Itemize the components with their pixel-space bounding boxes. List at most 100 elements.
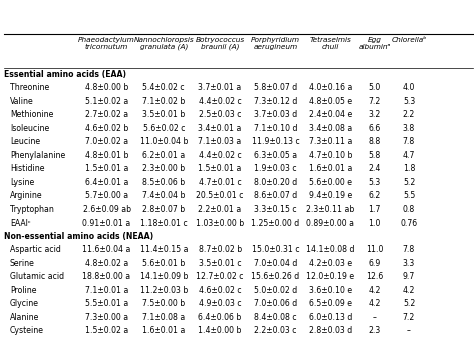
Text: 4.7±0.10 b: 4.7±0.10 b [309, 151, 352, 160]
Text: Cysteine: Cysteine [10, 326, 44, 335]
Text: 2.6±0.09 ab: 2.6±0.09 ab [82, 205, 130, 214]
Text: 7.0±0.04 d: 7.0±0.04 d [254, 259, 297, 267]
Text: 2.2±0.01 a: 2.2±0.01 a [199, 205, 242, 214]
Text: Alanine: Alanine [10, 313, 39, 322]
Text: 4.9±0.03 c: 4.9±0.03 c [199, 299, 241, 308]
Text: 5.4±0.02 c: 5.4±0.02 c [143, 83, 185, 92]
Text: Chlorellaᵇ: Chlorellaᵇ [392, 37, 427, 43]
Text: Glutamic acid: Glutamic acid [10, 272, 64, 281]
Text: 4.4±0.02 c: 4.4±0.02 c [199, 97, 241, 105]
Text: 7.1±0.03 a: 7.1±0.03 a [199, 137, 242, 146]
Text: 6.9: 6.9 [369, 259, 381, 267]
Text: 2.2±0.03 c: 2.2±0.03 c [254, 326, 297, 335]
Text: 12.6: 12.6 [366, 272, 383, 281]
Text: 5.0: 5.0 [369, 83, 381, 92]
Text: 11.9±0.13 c: 11.9±0.13 c [252, 137, 300, 146]
Text: 7.1±0.02 b: 7.1±0.02 b [142, 97, 185, 105]
Text: 1.6±0.01 a: 1.6±0.01 a [309, 164, 352, 173]
Text: 4.2: 4.2 [369, 286, 381, 295]
Text: 15.0±0.31 c: 15.0±0.31 c [252, 245, 299, 254]
Text: 1.4±0.00 b: 1.4±0.00 b [199, 326, 242, 335]
Text: 1.5±0.01 a: 1.5±0.01 a [85, 164, 128, 173]
Text: 2.2: 2.2 [403, 110, 415, 119]
Text: 0.91±0.01 a: 0.91±0.01 a [82, 219, 131, 227]
Text: 11.0: 11.0 [366, 245, 383, 254]
Text: 7.8: 7.8 [403, 245, 415, 254]
Text: 4.0±0.16 a: 4.0±0.16 a [309, 83, 352, 92]
Text: 9.7: 9.7 [403, 272, 415, 281]
Text: 4.2: 4.2 [369, 299, 381, 308]
Text: 3.2: 3.2 [369, 110, 381, 119]
Text: 1.0: 1.0 [369, 219, 381, 227]
Text: 5.2: 5.2 [403, 299, 415, 308]
Text: 7.3±0.12 d: 7.3±0.12 d [254, 97, 297, 105]
Text: Tryptophan: Tryptophan [10, 205, 54, 214]
Text: Porphyridium
aerugineum: Porphyridium aerugineum [251, 37, 300, 49]
Text: 6.6: 6.6 [369, 124, 381, 133]
Text: 1.8: 1.8 [403, 164, 415, 173]
Text: Non-essential amino acids (NEAA): Non-essential amino acids (NEAA) [4, 232, 153, 241]
Text: 7.1±0.01 a: 7.1±0.01 a [85, 286, 128, 295]
Text: Proline: Proline [10, 286, 36, 295]
Text: 4.7: 4.7 [403, 151, 415, 160]
Text: 3.4±0.01 a: 3.4±0.01 a [199, 124, 242, 133]
Text: 7.0±0.06 d: 7.0±0.06 d [254, 299, 297, 308]
Text: Leucine: Leucine [10, 137, 40, 146]
Text: 20.5±0.01 c: 20.5±0.01 c [196, 192, 244, 200]
Text: 4.8±0.02 a: 4.8±0.02 a [85, 259, 128, 267]
Text: Histidine: Histidine [10, 164, 45, 173]
Text: 8.6±0.07 d: 8.6±0.07 d [254, 192, 297, 200]
Text: 3.3±0.15 c: 3.3±0.15 c [254, 205, 297, 214]
Text: 5.3: 5.3 [369, 178, 381, 187]
Text: 9.4±0.19 e: 9.4±0.19 e [309, 192, 352, 200]
Text: 4.7±0.01 c: 4.7±0.01 c [199, 178, 241, 187]
Text: 5.3: 5.3 [403, 97, 415, 105]
Text: 5.8±0.07 d: 5.8±0.07 d [254, 83, 297, 92]
Text: 1.25±0.00 d: 1.25±0.00 d [251, 219, 300, 227]
Text: 3.4±0.08 a: 3.4±0.08 a [309, 124, 352, 133]
Text: 4.8±0.01 b: 4.8±0.01 b [85, 151, 128, 160]
Text: Valine: Valine [10, 97, 34, 105]
Text: Isoleucine: Isoleucine [10, 124, 49, 133]
Text: Nannochloropsis
granulata (A): Nannochloropsis granulata (A) [134, 37, 194, 50]
Text: 1.5±0.02 a: 1.5±0.02 a [85, 326, 128, 335]
Text: 2.4±0.04 e: 2.4±0.04 e [309, 110, 352, 119]
Text: 7.1±0.10 d: 7.1±0.10 d [254, 124, 297, 133]
Text: 2.3: 2.3 [369, 326, 381, 335]
Text: 1.9±0.03 c: 1.9±0.03 c [254, 164, 297, 173]
Text: 4.8±0.00 b: 4.8±0.00 b [85, 83, 128, 92]
Text: 4.4±0.02 c: 4.4±0.02 c [199, 151, 241, 160]
Text: Tetraselmis
chuii: Tetraselmis chuii [310, 37, 351, 49]
Text: 8.8: 8.8 [369, 137, 381, 146]
Text: 6.3±0.05 a: 6.3±0.05 a [254, 151, 297, 160]
Text: 0.89±0.00 a: 0.89±0.00 a [306, 219, 355, 227]
Text: 4.6±0.02 c: 4.6±0.02 c [199, 286, 241, 295]
Text: 1.18±0.01 c: 1.18±0.01 c [140, 219, 188, 227]
Text: 7.8: 7.8 [403, 137, 415, 146]
Text: 7.2: 7.2 [369, 97, 381, 105]
Text: 5.6±0.02 c: 5.6±0.02 c [143, 124, 185, 133]
Text: 8.5±0.06 b: 8.5±0.06 b [142, 178, 185, 187]
Text: 4.2±0.03 e: 4.2±0.03 e [309, 259, 352, 267]
Text: 1.7: 1.7 [369, 205, 381, 214]
Text: 5.1±0.02 a: 5.1±0.02 a [85, 97, 128, 105]
Text: 3.3: 3.3 [403, 259, 415, 267]
Text: 6.0±0.13 d: 6.0±0.13 d [309, 313, 352, 322]
Text: 7.0±0.02 a: 7.0±0.02 a [85, 137, 128, 146]
Text: 5.6±0.00 e: 5.6±0.00 e [309, 178, 352, 187]
Text: Phenylalanine: Phenylalanine [10, 151, 65, 160]
Text: 6.2±0.01 a: 6.2±0.01 a [142, 151, 185, 160]
Text: Lysine: Lysine [10, 178, 34, 187]
Text: 2.3±0.11 ab: 2.3±0.11 ab [306, 205, 355, 214]
Text: 6.4±0.01 a: 6.4±0.01 a [85, 178, 128, 187]
Text: 14.1±0.09 b: 14.1±0.09 b [140, 272, 188, 281]
Text: Egg
albuminᵃ: Egg albuminᵃ [358, 37, 391, 49]
Text: 12.0±0.19 e: 12.0±0.19 e [306, 272, 355, 281]
Text: Methionine: Methionine [10, 110, 54, 119]
Text: 11.6±0.04 a: 11.6±0.04 a [82, 245, 131, 254]
Text: 5.5: 5.5 [403, 192, 415, 200]
Text: 1.6±0.01 a: 1.6±0.01 a [142, 326, 185, 335]
Text: 12.7±0.02 c: 12.7±0.02 c [196, 272, 244, 281]
Text: 1.03±0.00 b: 1.03±0.00 b [196, 219, 244, 227]
Text: 4.6±0.02 b: 4.6±0.02 b [85, 124, 128, 133]
